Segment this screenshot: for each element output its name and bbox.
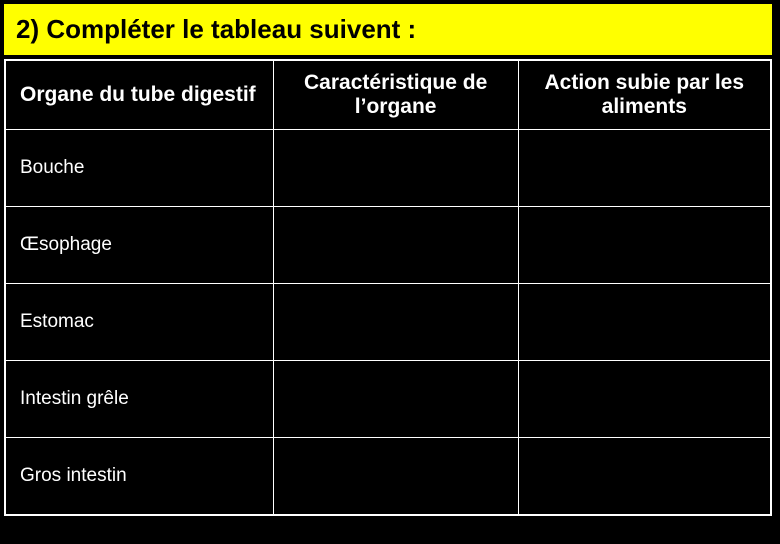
table-row: Gros intestin [6, 438, 771, 515]
col-header-action: Action subie par les aliments [518, 61, 770, 130]
table-row: Bouche [6, 130, 771, 207]
cell-organ: Bouche [6, 130, 274, 207]
col-header-characteristic: Caractéristique de l’organe [273, 61, 518, 130]
digestive-table: Organe du tube digestif Caractéristique … [5, 60, 771, 515]
cell-action [518, 130, 770, 207]
cell-characteristic [273, 130, 518, 207]
table-header-row: Organe du tube digestif Caractéristique … [6, 61, 771, 130]
table-row: Intestin grêle [6, 361, 771, 438]
cell-action [518, 438, 770, 515]
cell-organ: Gros intestin [6, 438, 274, 515]
cell-action [518, 207, 770, 284]
cell-organ: Intestin grêle [6, 361, 274, 438]
cell-characteristic [273, 438, 518, 515]
digestive-table-container: Organe du tube digestif Caractéristique … [4, 59, 772, 516]
table-row: Estomac [6, 284, 771, 361]
cell-organ: Estomac [6, 284, 274, 361]
exercise-title: 2) Compléter le tableau suivent : [4, 4, 772, 55]
table-row: Œsophage [6, 207, 771, 284]
col-header-organ: Organe du tube digestif [6, 61, 274, 130]
cell-organ: Œsophage [6, 207, 274, 284]
cell-action [518, 284, 770, 361]
cell-action [518, 361, 770, 438]
cell-characteristic [273, 284, 518, 361]
cell-characteristic [273, 207, 518, 284]
cell-characteristic [273, 361, 518, 438]
